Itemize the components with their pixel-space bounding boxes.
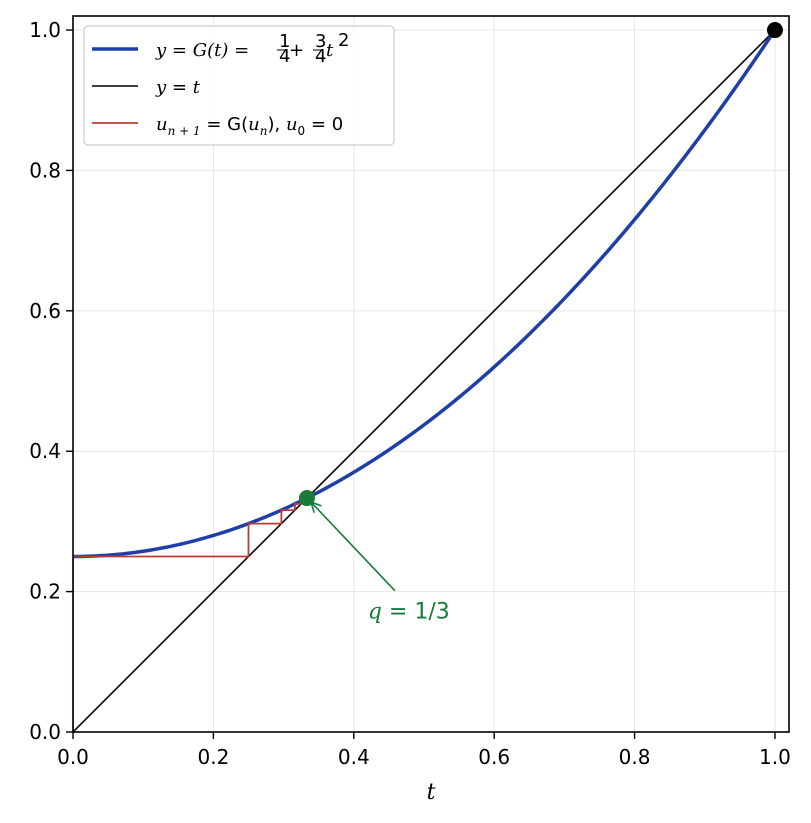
y-tick-label: 0.8 xyxy=(29,158,61,182)
legend-frac1-num: 1 xyxy=(279,31,290,52)
legend-label-identity: y = t xyxy=(155,77,201,98)
end-point-marker xyxy=(766,22,783,39)
legend-t: t xyxy=(326,40,334,61)
legend-frac2-den: 4 xyxy=(315,46,326,67)
legend: y = G(t) = 1 4 + 3 4 t 2 y = t un + 1 = … xyxy=(83,25,395,146)
y-tick-label: 0.4 xyxy=(29,439,61,463)
legend-exp: 2 xyxy=(338,30,349,51)
y-tick-label: 1.0 xyxy=(29,18,61,42)
legend-frac1-den: 4 xyxy=(279,46,290,67)
legend-plus: + xyxy=(289,40,304,61)
y-tick-label: 0.0 xyxy=(29,720,61,744)
x-tick-label: 0.4 xyxy=(338,745,370,769)
x-tick-label: 0.6 xyxy=(478,745,510,769)
annotation-arrow xyxy=(311,502,396,592)
y-tick-label: 0.6 xyxy=(29,299,61,323)
legend-frac2-num: 3 xyxy=(315,31,326,52)
x-tick-label: 0.0 xyxy=(57,745,89,769)
y-tick-label: 0.2 xyxy=(29,580,61,604)
axis-ticks: 0.0 0.2 0.4 0.6 0.8 1.0 0.0 0.2 0.4 0.6 0.8 1.0 xyxy=(29,18,791,769)
identity-line xyxy=(73,29,776,732)
x-tick-label: 1.0 xyxy=(759,745,791,769)
x-tick-label: 0.8 xyxy=(619,745,651,769)
legend-label-curve: y = G(t) = xyxy=(155,40,249,61)
plot-frame xyxy=(72,15,790,733)
annotation-q-label: q = 1/3 xyxy=(368,600,450,625)
g-curve-line xyxy=(73,29,777,559)
legend-box xyxy=(83,25,395,146)
x-tick-label: 0.2 xyxy=(197,745,229,769)
annotation-q-value: = 1/3 xyxy=(382,600,450,625)
x-axis-label: t xyxy=(427,780,436,805)
legend-label-cobweb: un + 1 = G(un), u0 = 0 xyxy=(156,114,343,138)
annotation-q: q xyxy=(368,600,382,625)
